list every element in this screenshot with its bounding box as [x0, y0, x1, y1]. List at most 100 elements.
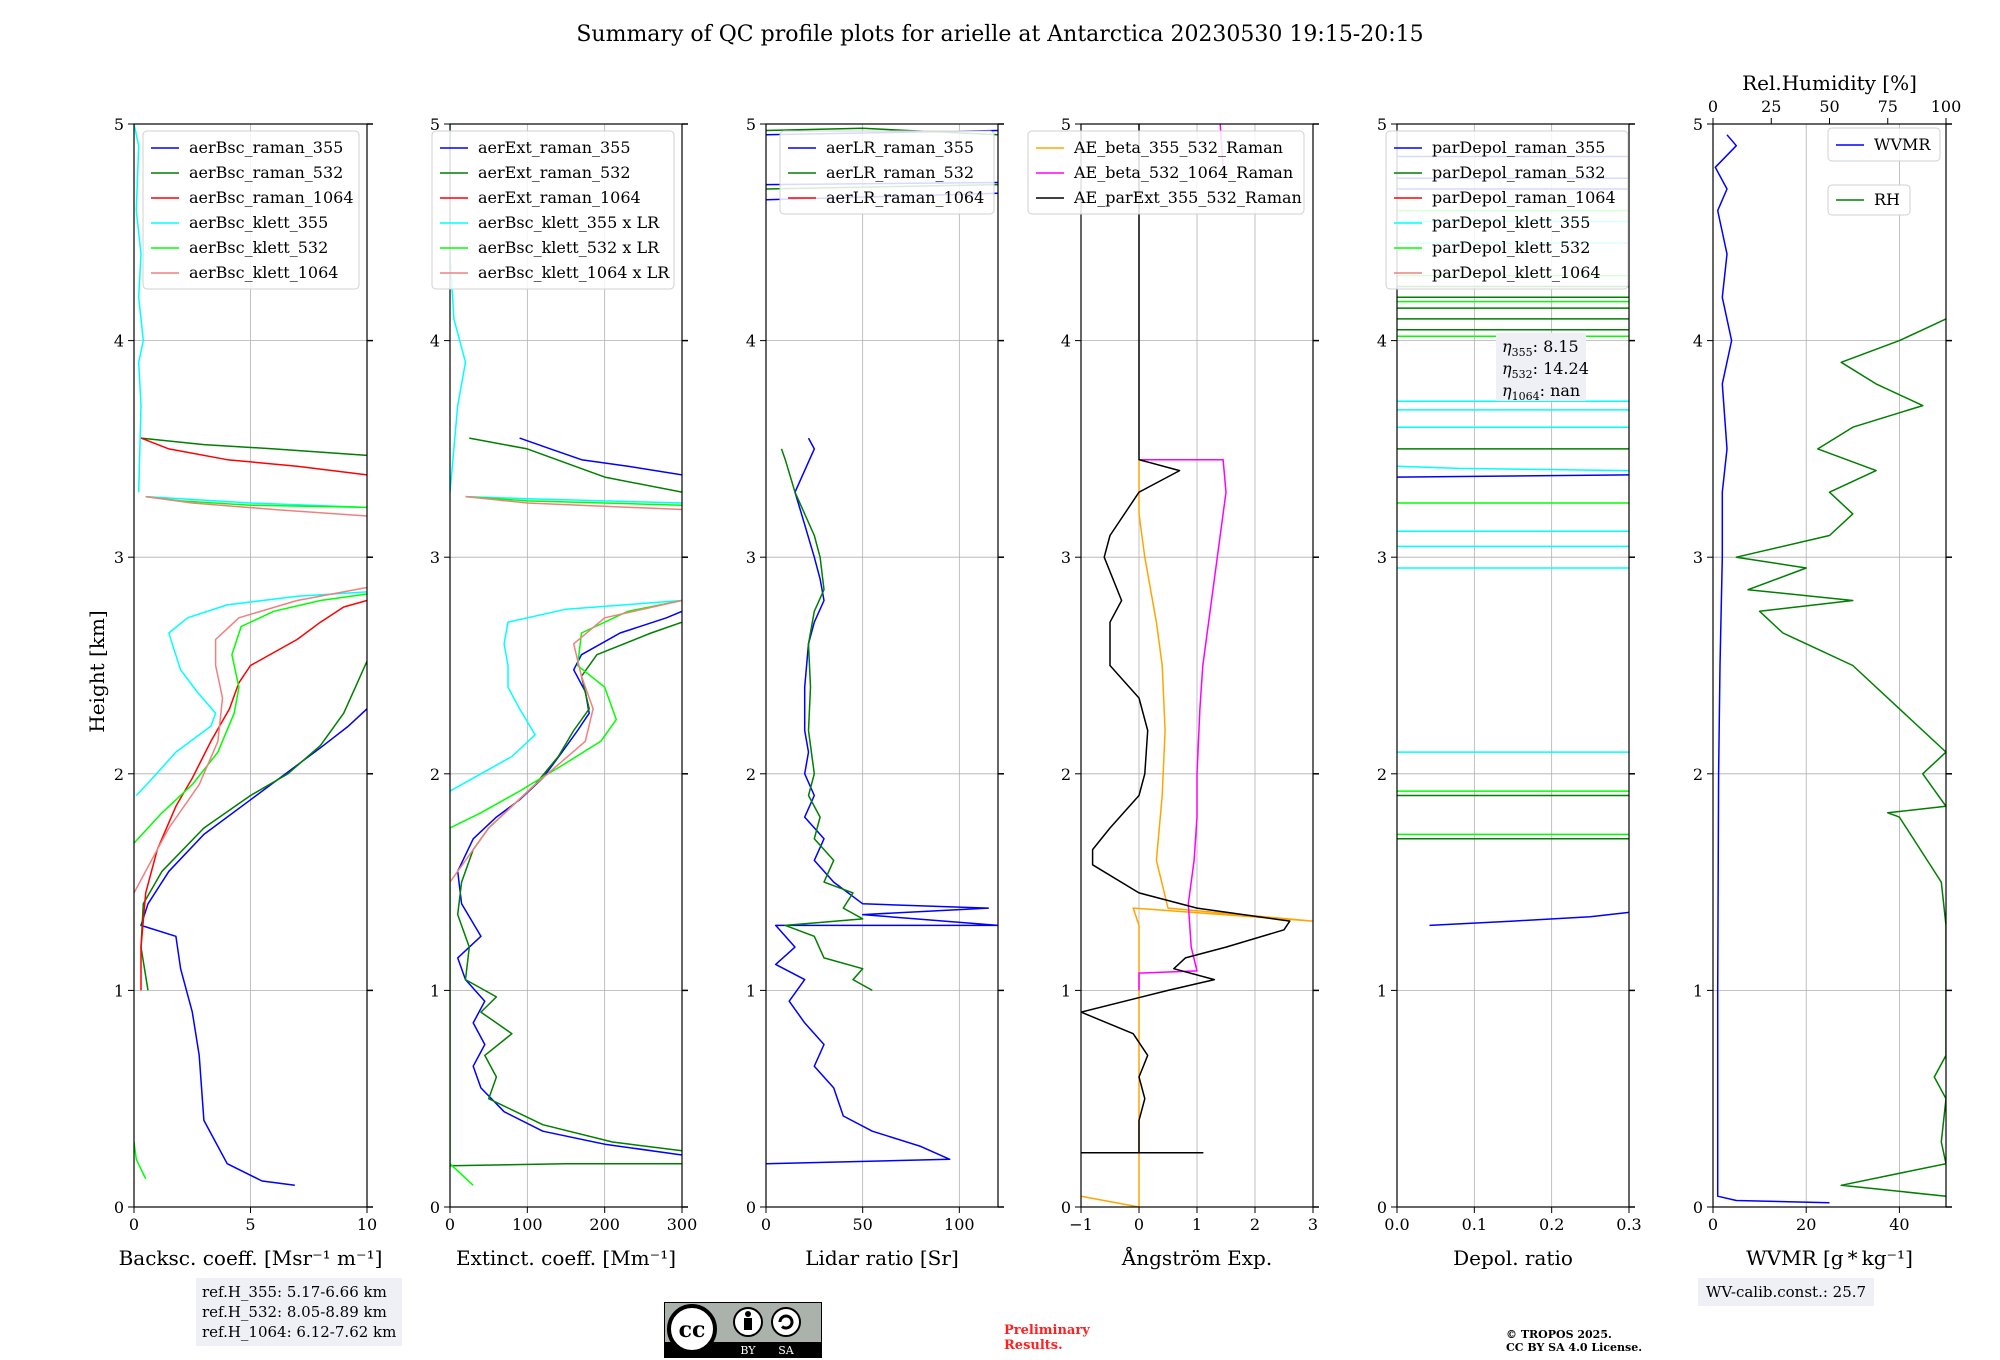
legend-label: parDepol_raman_532	[1432, 163, 1605, 182]
top-x-tick-label: 75	[1878, 97, 1898, 116]
top-x-tick-label: 25	[1761, 97, 1781, 116]
x-tick-label: 0	[445, 1215, 455, 1234]
legend-label: aerExt_raman_1064	[478, 188, 641, 207]
wv-calibration-box: WV-calib.const.: 25.7	[1698, 1278, 1875, 1306]
series-line-parDepol_raman_355	[1429, 911, 1629, 927]
y-tick-label: 1	[1377, 981, 1387, 1000]
y-tick-label: 0	[1061, 1198, 1071, 1217]
sa-share-alike-icon	[771, 1307, 801, 1337]
y-tick-label: 0	[1377, 1198, 1387, 1217]
x-tick-label: 200	[589, 1215, 620, 1234]
y-tick-label: 2	[114, 765, 124, 784]
x-tick-label: 10	[357, 1215, 377, 1234]
x-tick-label: 300	[667, 1215, 698, 1234]
cc-logo-icon	[667, 1304, 717, 1354]
legend: aerBsc_raman_355 aerBsc_raman_532 aerBsc_r…	[142, 130, 360, 290]
series-line-parDepol_raman_355	[1397, 474, 1629, 478]
series-line-aerBsc_klett_1064 x LR	[465, 495, 682, 511]
y-tick-label: 1	[1693, 981, 1703, 1000]
y-tick-label: 5	[1377, 115, 1387, 134]
legend-label: parDepol_raman_355	[1432, 138, 1605, 157]
series-line-aerExt_raman_532	[469, 437, 682, 493]
y-tick-label: 0	[114, 1198, 124, 1217]
series-line-aerBsc_klett_1064	[145, 495, 367, 517]
series-line-aerExt_raman_532	[450, 1162, 682, 1167]
wv-calib-const: WV-calib.const.: 25.7	[1706, 1283, 1867, 1301]
y-tick-label: 1	[430, 981, 440, 1000]
legend: WVMR RH	[1827, 127, 1941, 216]
eta-line: η532: 14.24	[1502, 359, 1589, 381]
x-tick-label: 0	[1134, 1215, 1144, 1234]
legend-box	[1827, 127, 1941, 162]
panel-wv: 0 20 40 0 1 2 3 4 5 WVMR [g * kg⁻¹] 0 25 50 75 100 Rel.…	[1693, 71, 1961, 1270]
series-line-aerBsc_klett_1064 x LR	[450, 599, 682, 883]
legend-label: aerLR_raman_532	[826, 163, 974, 182]
series-line-aerBsc_raman_1064	[140, 599, 367, 991]
series-line-aerBsc_klett_532	[134, 1141, 147, 1180]
panel-bsc: 0 5 10 0 1 2 3 4 5 Backsc. coeff. [Msr⁻¹ m⁻¹] Heig…	[85, 115, 382, 1270]
series-line-aerBsc_raman_355	[140, 708, 367, 1187]
eta-line: η1064: nan	[1502, 381, 1580, 403]
cc-by-sa-badge: cc BY SA	[664, 1302, 822, 1358]
legend-label: aerLR_raman_1064	[826, 188, 984, 207]
sa-label: SA	[778, 1344, 795, 1357]
y-tick-label: 3	[1693, 548, 1703, 567]
x-axis-label: Ångström Exp.	[1121, 1245, 1272, 1270]
y-tick-label: 3	[1377, 548, 1387, 567]
y-tick-label: 4	[430, 332, 440, 351]
legend-label: AE_beta_532_1064_Raman	[1073, 163, 1293, 182]
figure-title: Summary of QC profile plots for arielle …	[576, 22, 1424, 47]
y-axis-label: Height [km]	[85, 610, 109, 732]
x-axis-label: Lidar ratio [Sr]	[805, 1246, 959, 1270]
legend: aerLR_raman_355 aerLR_raman_532 aerLR_rama…	[779, 130, 995, 215]
x-tick-label: 5	[245, 1215, 255, 1234]
copyright-line2: CC BY SA 4.0 License.	[1506, 1341, 1643, 1354]
legend-box	[431, 130, 675, 290]
y-tick-label: 4	[1377, 332, 1387, 351]
legend-label: aerBsc_klett_1064	[189, 263, 338, 282]
series-line-WVMR	[1714, 134, 1830, 1204]
y-tick-label: 5	[1693, 115, 1703, 134]
legend-label: aerBsc_raman_355	[189, 138, 343, 157]
legend-label: aerBsc_klett_1064 x LR	[478, 263, 670, 282]
legend-label: parDepol_raman_1064	[1432, 188, 1616, 207]
panel-depol: 0.0 0.1 0.2 0.3 0 1 2 3 4 5 Depol. ratio parDepol_r…	[1377, 115, 1642, 1270]
series-line-aerBsc_klett_355 x LR	[450, 599, 682, 792]
legend2-label: RH	[1874, 190, 1900, 209]
top-x-tick-label: 0	[1708, 97, 1718, 116]
eta-box	[1496, 333, 1586, 401]
top-x-tick-label: 50	[1819, 97, 1839, 116]
x-tick-label: 0	[129, 1215, 139, 1234]
top-x-tick-label: 100	[1931, 97, 1962, 116]
legend-label: aerBsc_raman_1064	[189, 188, 354, 207]
copyright-line1: © TROPOS 2025.	[1506, 1328, 1612, 1341]
legend-label: aerBsc_klett_532	[189, 238, 328, 257]
series-line-aerBsc_klett_532	[134, 593, 367, 844]
series-line-aerBsc_klett_355 x LR	[450, 124, 467, 493]
legend-label: aerExt_raman_355	[478, 138, 631, 157]
series-line-aerBsc_klett_355	[145, 495, 367, 509]
y-tick-label: 2	[746, 765, 756, 784]
refh-532: ref.H_532: 8.05-8.89 km	[202, 1303, 387, 1321]
legend-box	[779, 130, 995, 215]
x-tick-label: 100	[512, 1215, 543, 1234]
legend2-box	[1827, 184, 1911, 216]
series-line-AE_parExt_355_532_Raman	[1081, 124, 1291, 1154]
series-line-aerBsc_klett_355	[135, 591, 367, 797]
legend: AE_beta_355_532_Raman AE_beta_532_1064_Ra…	[1027, 130, 1305, 215]
series-group	[766, 127, 998, 1165]
series-line-aerLR_raman_532	[780, 448, 873, 992]
series-line-aerBsc_klett_1064	[134, 586, 367, 894]
series-line-parDepol_klett_355	[1397, 465, 1629, 472]
axes-frame	[449, 123, 683, 1208]
legend-label: aerBsc_klett_532 x LR	[478, 238, 660, 257]
x-tick-label: 1	[1192, 1215, 1202, 1234]
panel-ext: 0 100 200 300 0 1 2 3 4 5 Extinct. coeff. [Mm⁻¹] ae…	[430, 115, 697, 1270]
x-tick-label: 3	[1308, 1215, 1318, 1234]
series-line-aerExt_raman_355	[519, 437, 682, 476]
axes-frame	[1712, 123, 1947, 1208]
x-tick-label: −1	[1069, 1215, 1093, 1234]
y-tick-label: 2	[1061, 765, 1071, 784]
y-tick-label: 2	[1377, 765, 1387, 784]
